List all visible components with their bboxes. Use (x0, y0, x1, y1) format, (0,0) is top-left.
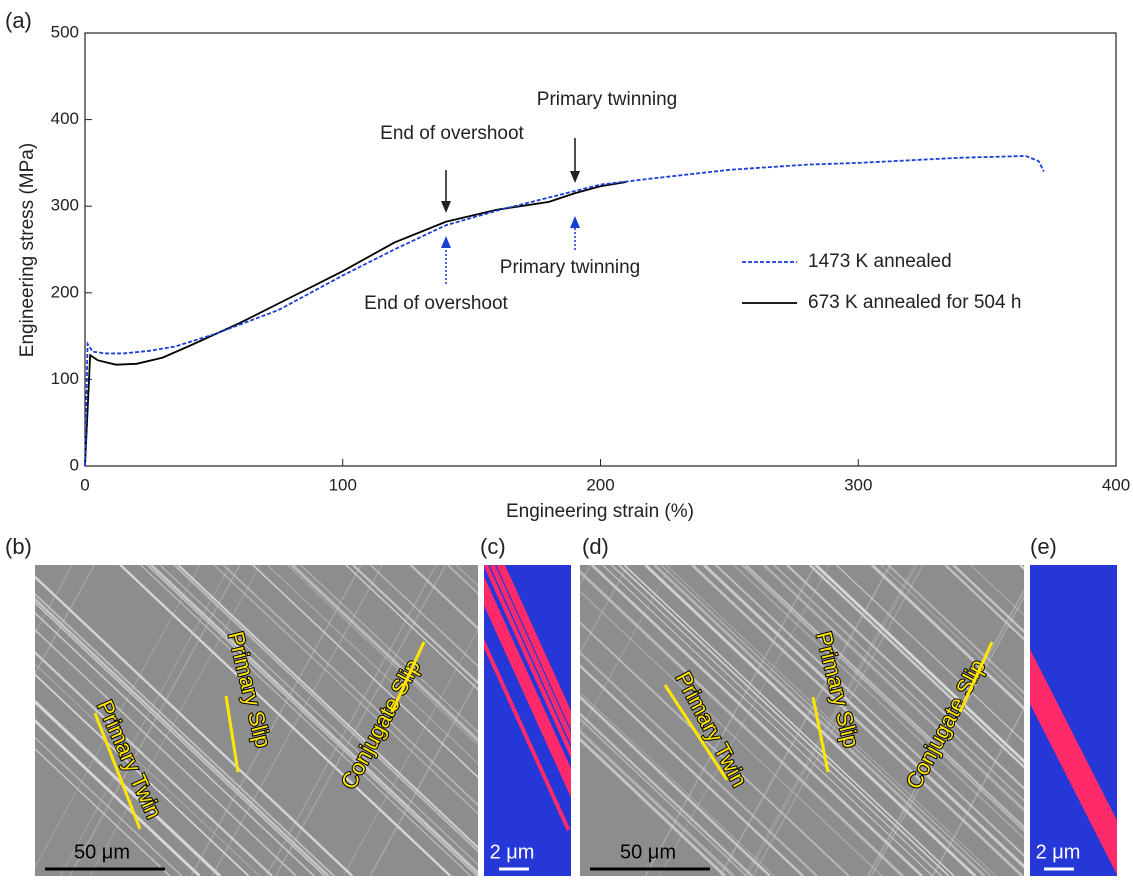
y-axis-label: Engineering stress (MPa) (17, 143, 38, 357)
panel-label: (e) (1030, 534, 1057, 559)
y-tick-label: 500 (51, 22, 79, 41)
x-tick-label: 200 (586, 475, 614, 494)
x-tick-label: 0 (80, 475, 89, 494)
arrow-head (570, 171, 580, 183)
scale-bar-label: 50 μm (620, 841, 676, 863)
x-tick-label: 400 (1102, 475, 1130, 494)
panel-label: (c) (480, 534, 506, 559)
annotation: Primary twinning (537, 89, 677, 110)
series-line (85, 182, 626, 466)
arrow-head (441, 236, 451, 248)
annotation: Primary twinning (500, 257, 640, 278)
x-axis-label: Engineering strain (%) (506, 501, 694, 522)
y-tick-label: 100 (51, 369, 79, 388)
panel-label: (b) (5, 534, 32, 559)
x-tick-label: 300 (844, 475, 872, 494)
panel-label: (a) (5, 8, 32, 33)
legend-label: 673 K annealed for 504 h (808, 292, 1021, 313)
arrow-head (570, 216, 580, 228)
y-tick-label: 200 (51, 282, 79, 301)
x-tick-label: 100 (329, 475, 357, 494)
annotation: End of overshoot (380, 123, 524, 144)
y-tick-label: 400 (51, 109, 79, 128)
scale-bar-label: 2 μm (1036, 841, 1081, 863)
y-tick-label: 0 (70, 455, 79, 474)
scale-bar-label: 50 μm (74, 841, 130, 863)
legend-label: 1473 K annealed (808, 251, 952, 272)
arrow-head (441, 201, 451, 213)
y-tick-label: 300 (51, 196, 79, 215)
scale-bar-label: 2 μm (490, 841, 535, 863)
annotation: End of overshoot (364, 293, 508, 314)
panel-label: (d) (582, 534, 609, 559)
figure: (a) (b) (c) (d) (e) Engineering strain (… (0, 0, 1133, 876)
